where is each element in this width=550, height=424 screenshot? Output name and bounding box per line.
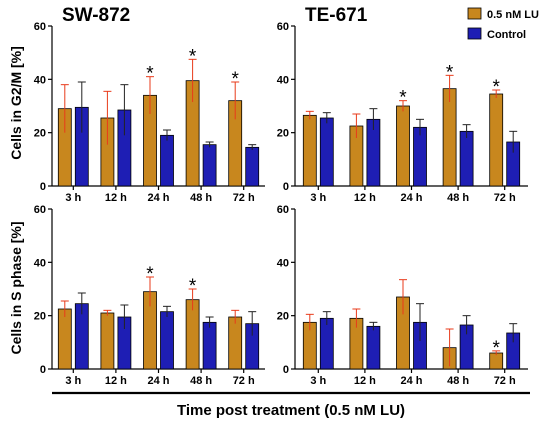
legend: 0.5 nM LU Control: [467, 7, 539, 41]
significance-star: *: [492, 338, 500, 359]
x-tick-label: 3 h: [65, 375, 81, 387]
bar-control: [160, 134, 174, 187]
row2-ylabel: Cells in S phase [%]: [8, 221, 24, 354]
bar-lu: [228, 316, 243, 370]
x-tick-label: 48 h: [190, 375, 212, 387]
bar-control: [202, 144, 217, 187]
x-tick-label: 72 h: [233, 192, 255, 204]
significance-star: *: [189, 276, 197, 297]
bar-control: [366, 325, 381, 370]
bar-control: [319, 317, 334, 370]
legend-label-lu: 0.5 nM LU: [487, 9, 539, 21]
bar-lu: [57, 308, 72, 370]
significance-star: *: [492, 77, 500, 98]
x-tick-label: 12 h: [105, 375, 127, 387]
bar-control: [202, 321, 217, 370]
y-tick-label: 40: [34, 257, 46, 269]
bar-control: [319, 117, 334, 187]
bar-lu: [396, 105, 410, 187]
x-tick-label: 48 h: [190, 192, 212, 204]
significance-star: *: [189, 46, 197, 67]
x-tick-label: 24 h: [400, 375, 422, 387]
panel-4: 0 20 40 60 3 h 12 h 24 h 48 h 72 h *: [277, 204, 528, 387]
x-tick-label: 3 h: [310, 192, 326, 204]
bar-lu: [442, 88, 457, 187]
y-tick-label: 20: [34, 311, 46, 323]
significance-star: *: [146, 64, 154, 85]
x-tick-label: 48 h: [447, 192, 469, 204]
y-tick-label: 20: [277, 128, 289, 140]
legend-swatch-control: [467, 27, 482, 40]
panel-3: 0 20 40 60 3 h 12 h 24 h * 48 h * 72 h: [34, 204, 265, 387]
y-tick-label: 0: [40, 364, 46, 376]
y-tick-label: 40: [277, 74, 289, 86]
x-tick-label: 12 h: [354, 375, 376, 387]
x-tick-label: 72 h: [233, 375, 255, 387]
significance-star: *: [146, 264, 154, 285]
y-tick-label: 40: [277, 257, 289, 269]
panel-1: SW-872 0 20 40 60 3 h 12 h 24 h * 48 h * 72 h *: [34, 5, 265, 204]
panel-title: SW-872: [62, 5, 130, 26]
significance-star: *: [231, 69, 239, 90]
x-tick-label: 72 h: [494, 375, 516, 387]
x-tick-label: 3 h: [65, 192, 81, 204]
legend-swatch-lu: [467, 7, 482, 20]
bar-lu: [100, 312, 115, 370]
x-tick-label: 48 h: [447, 375, 469, 387]
y-tick-label: 60: [277, 204, 289, 216]
y-tick-label: 20: [277, 311, 289, 323]
y-tick-label: 0: [283, 364, 289, 376]
y-tick-label: 0: [283, 181, 289, 193]
significance-star: *: [446, 62, 454, 83]
bar-lu: [302, 114, 317, 187]
x-tick-label: 3 h: [310, 375, 326, 387]
x-tick-label: 72 h: [494, 192, 516, 204]
row1-ylabel: Cells in G2/M [%]: [8, 46, 24, 160]
panel-2: TE-671 0 20 40 60 3 h 12 h 24 h * 48 h * 72 h *: [277, 5, 528, 204]
bar-lu: [489, 93, 504, 187]
y-tick-label: 60: [34, 204, 46, 216]
y-tick-label: 0: [40, 181, 46, 193]
x-tick-label: 24 h: [147, 375, 169, 387]
x-tick-label: 24 h: [400, 192, 422, 204]
significance-star: *: [399, 88, 407, 109]
y-tick-label: 20: [34, 128, 46, 140]
bar-control: [160, 311, 174, 370]
bar-control: [245, 146, 260, 187]
y-tick-label: 60: [34, 21, 46, 33]
shared-xlabel: Time post treatment (0.5 nM LU): [177, 402, 405, 419]
x-tick-label: 12 h: [105, 192, 127, 204]
y-tick-label: 40: [34, 74, 46, 86]
bar-control: [459, 130, 474, 187]
panel-title: TE-671: [305, 5, 368, 26]
bar-control: [413, 126, 427, 187]
y-tick-label: 60: [277, 21, 289, 33]
x-tick-label: 24 h: [147, 192, 169, 204]
legend-label-control: Control: [487, 29, 526, 41]
x-tick-label: 12 h: [354, 192, 376, 204]
